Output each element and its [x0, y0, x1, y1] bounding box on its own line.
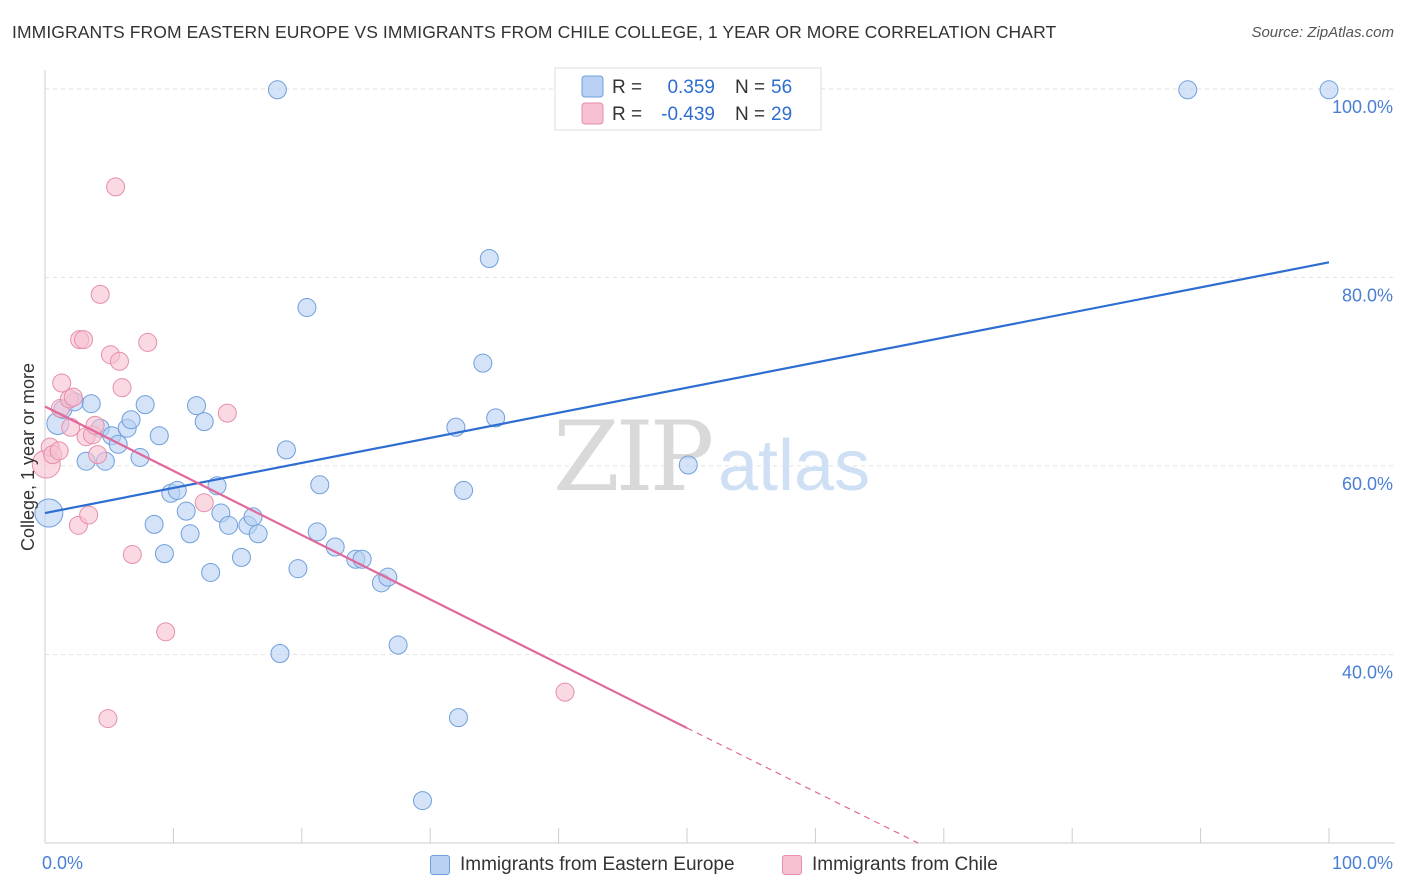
watermark-atlas: atlas — [718, 426, 870, 506]
legend-label-eastern-europe: Immigrants from Eastern Europe — [460, 854, 735, 875]
eastern-europe-point — [231, 547, 251, 567]
legend-n-label-1: N = — [735, 77, 765, 98]
chile-point — [122, 545, 142, 565]
eastern-europe-point — [267, 80, 287, 100]
legend-r-label-1: R = — [612, 77, 642, 98]
eastern-europe-point — [448, 708, 468, 728]
legend-r-label-2: R = — [612, 104, 642, 125]
y-tick-label: 100.0% — [1332, 97, 1393, 117]
trend-lines — [44, 261, 1330, 844]
grid — [45, 88, 1395, 655]
y-tick-label: 60.0% — [1342, 474, 1393, 494]
y-axis-label: College, 1 year or more — [18, 363, 38, 551]
chile-point — [194, 493, 214, 513]
chart-title: IMMIGRANTS FROM EASTERN EUROPE VS IMMIGR… — [12, 22, 1057, 42]
chile-point — [74, 330, 94, 350]
chile-point — [156, 622, 176, 642]
chile-point — [112, 378, 132, 398]
eastern-europe-point — [176, 501, 196, 521]
legend-swatch-chile — [782, 855, 802, 875]
eastern-europe-point — [187, 396, 207, 416]
eastern-europe-point — [486, 408, 506, 428]
eastern-europe-point — [325, 537, 345, 557]
eastern-europe-point — [270, 644, 290, 664]
chile-point — [217, 403, 237, 423]
chile-point — [88, 445, 108, 465]
eastern-europe-trend-line — [44, 261, 1330, 515]
y-tick-label: 40.0% — [1342, 662, 1393, 682]
eastern-europe-point — [1178, 80, 1198, 100]
chile-trend-line-extension — [686, 727, 919, 844]
axes: 40.0% 60.0% 80.0% 100.0% 0.0% 100.0% — [42, 70, 1395, 873]
legend-n-label-2: N = — [735, 104, 765, 125]
eastern-europe-point — [219, 515, 239, 535]
chile-trend-line — [44, 405, 688, 729]
x-tick-label-end: 100.0% — [1332, 853, 1393, 873]
data-points — [31, 80, 1339, 811]
eastern-europe-point — [167, 480, 187, 500]
eastern-europe-point — [1319, 80, 1339, 100]
eastern-europe-point — [180, 524, 200, 544]
eastern-europe-point — [81, 394, 101, 414]
eastern-europe-point — [454, 480, 474, 500]
chile-point — [138, 332, 158, 352]
chile-point — [52, 373, 72, 393]
eastern-europe-point — [135, 395, 155, 415]
legend-label-chile: Immigrants from Chile — [812, 854, 998, 875]
chile-point — [106, 177, 126, 197]
chile-point — [79, 505, 99, 525]
eastern-europe-point — [310, 475, 330, 495]
eastern-europe-point — [473, 353, 493, 373]
eastern-europe-point — [297, 298, 317, 318]
legend-n-value-2: 29 — [771, 104, 792, 125]
chile-point — [63, 387, 83, 407]
eastern-europe-point — [248, 524, 268, 544]
chile-point — [90, 284, 110, 304]
eastern-europe-point — [678, 455, 698, 475]
legend-swatch-pink — [581, 102, 604, 125]
chile-point — [49, 441, 69, 461]
x-tick-label-start: 0.0% — [42, 853, 83, 873]
eastern-europe-point — [307, 522, 327, 542]
source-label: Source: ZipAtlas.com — [1251, 24, 1394, 41]
watermark: ZIP atlas — [553, 401, 870, 513]
legend-n-value-1: 56 — [771, 77, 792, 98]
legend-swatch-blue — [581, 75, 604, 98]
chile-point — [61, 417, 81, 437]
legend-item-chile: Immigrants from Chile — [782, 852, 998, 878]
y-tick-label: 80.0% — [1342, 285, 1393, 305]
eastern-europe-point — [144, 514, 164, 534]
legend-r-value-1: 0.359 — [667, 77, 715, 98]
eastern-europe-point — [276, 440, 296, 460]
eastern-europe-point — [201, 562, 221, 582]
eastern-europe-point — [412, 791, 432, 811]
chile-point — [109, 351, 129, 371]
eastern-europe-point — [194, 412, 214, 432]
legend-r-value-2: -0.439 — [661, 104, 715, 125]
eastern-europe-point — [154, 544, 174, 564]
chile-point — [98, 709, 118, 729]
chile-point — [555, 682, 575, 702]
legend-item-eastern-europe: Immigrants from Eastern Europe — [430, 852, 735, 878]
legend-swatch-eastern-europe — [430, 855, 450, 875]
eastern-europe-point — [121, 410, 141, 430]
eastern-europe-point — [479, 249, 499, 269]
correlation-legend: R = 0.359 N = 56 R = -0.439 N = 29 — [554, 67, 822, 131]
eastern-europe-point — [149, 426, 169, 446]
eastern-europe-point — [288, 559, 308, 579]
eastern-europe-point — [388, 635, 408, 655]
